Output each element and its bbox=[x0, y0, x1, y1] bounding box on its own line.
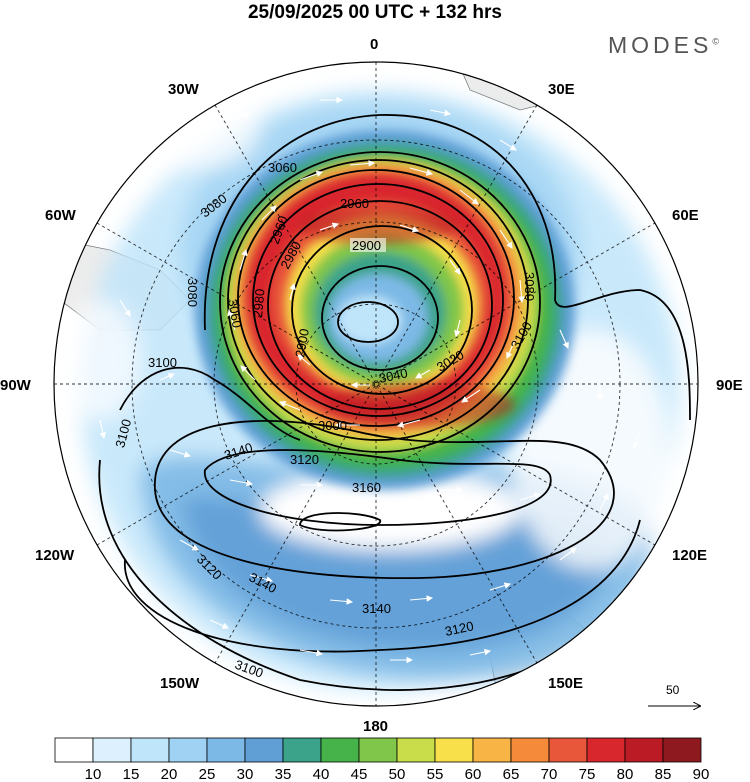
colorbar-swatch bbox=[396, 737, 436, 763]
lon-label-0: 0 bbox=[370, 36, 378, 53]
contour-label: 3060 bbox=[268, 160, 297, 175]
wind-reference-value: 50 bbox=[666, 683, 680, 697]
contour-labels: 2900 2960 3060 3080 3080 3060 3100 3080 … bbox=[112, 160, 537, 681]
contour-label: 3060 bbox=[225, 298, 245, 329]
contour-label: 2980 bbox=[250, 288, 267, 318]
colorbar-tick-label: 90 bbox=[693, 766, 710, 782]
contour-label: 3100 bbox=[112, 417, 134, 449]
contour-label: 3120 bbox=[444, 618, 475, 639]
colorbar-swatch bbox=[92, 737, 132, 763]
brand-copyright: © bbox=[712, 36, 719, 47]
colorbar-swatch bbox=[472, 737, 512, 763]
colorbar-tick-label: 75 bbox=[579, 766, 596, 782]
lon-label-60w: 60W bbox=[45, 207, 77, 224]
contour-label: 3040 bbox=[378, 365, 409, 386]
contour-label: 2900 bbox=[292, 327, 312, 358]
colorbar-tick-label: 50 bbox=[389, 766, 406, 782]
colorbar-tick-label: 35 bbox=[275, 766, 292, 782]
colorbar-tick-label: 85 bbox=[655, 766, 672, 782]
wind-speed-field: 2900 2960 3060 3080 3080 3060 3100 3080 … bbox=[54, 62, 698, 706]
lon-label-120w: 120W bbox=[35, 547, 75, 564]
colorbar-tick-label: 25 bbox=[199, 766, 216, 782]
colorbar-tick-label: 45 bbox=[351, 766, 368, 782]
contour-label: 3120 bbox=[290, 452, 319, 467]
colorbar-tick-label: 30 bbox=[237, 766, 254, 782]
colorbar-tick-label: 55 bbox=[427, 766, 444, 782]
contour-label: 2900 bbox=[352, 238, 381, 253]
lon-label-90w: 90W bbox=[0, 377, 32, 394]
contour-label: 3080 bbox=[522, 272, 537, 301]
contour-label: 3080 bbox=[185, 278, 200, 307]
colorbar-tick-label: 20 bbox=[161, 766, 178, 782]
colorbar-tick-label: 65 bbox=[503, 766, 520, 782]
wind-vectors bbox=[99, 96, 641, 664]
colorbar-tick-label: 40 bbox=[313, 766, 330, 782]
contour-label: 2960 bbox=[340, 196, 369, 211]
colorbar-tick-label: 70 bbox=[541, 766, 558, 782]
contour-label: 3100 bbox=[148, 355, 177, 370]
colorbar: 10 15 20 25 30 35 40 45 50 55 60 65 70 75 80 85 90 bbox=[54, 737, 710, 782]
lon-label-60e: 60E bbox=[672, 207, 699, 224]
colorbar-swatch bbox=[434, 737, 474, 763]
contour-label: 3160 bbox=[352, 480, 381, 495]
brand-logo: MODES© bbox=[608, 32, 719, 59]
colorbar-tick-label: 80 bbox=[617, 766, 634, 782]
lon-label-30e: 30E bbox=[548, 81, 575, 98]
lon-label-180: 180 bbox=[363, 718, 388, 735]
lon-label-30w: 30W bbox=[168, 81, 200, 98]
colorbar-tick-label: 10 bbox=[85, 766, 102, 782]
colorbar-swatch bbox=[548, 737, 588, 763]
colorbar-tick-label: 60 bbox=[465, 766, 482, 782]
wind-reference-vector: 50 bbox=[648, 683, 700, 706]
colorbar-swatch bbox=[54, 737, 94, 763]
contour-label: 3000 bbox=[318, 418, 347, 433]
colorbar-swatch bbox=[168, 737, 208, 763]
colorbar-swatch bbox=[130, 737, 170, 763]
colorbar-swatch bbox=[282, 737, 322, 763]
contour-label: 3140 bbox=[362, 601, 391, 616]
colorbar-swatch bbox=[206, 737, 246, 763]
colorbar-tick-label: 15 bbox=[123, 766, 140, 782]
lon-label-90e: 90E bbox=[716, 377, 743, 394]
height-contours bbox=[98, 114, 691, 691]
colorbar-swatch bbox=[358, 737, 398, 763]
colorbar-swatch bbox=[510, 737, 550, 763]
map-boundary bbox=[53, 61, 699, 707]
colorbar-swatch bbox=[662, 737, 702, 763]
lon-label-150e: 150E bbox=[548, 675, 583, 692]
brand-name: MODES bbox=[608, 32, 713, 58]
colorbar-swatch bbox=[624, 737, 664, 763]
colorbar-swatch bbox=[320, 737, 360, 763]
lon-label-150w: 150W bbox=[160, 675, 200, 692]
graticule bbox=[54, 62, 698, 706]
chart-title: 25/09/2025 00 UTC + 132 hrs bbox=[247, 2, 503, 23]
lon-label-120e: 120E bbox=[672, 547, 707, 564]
colorbar-swatch bbox=[586, 737, 626, 763]
longitude-labels: 0 30E 60E 90E 120E 150E 180 150W 120W 90… bbox=[0, 36, 743, 735]
colorbar-swatch bbox=[244, 737, 284, 763]
